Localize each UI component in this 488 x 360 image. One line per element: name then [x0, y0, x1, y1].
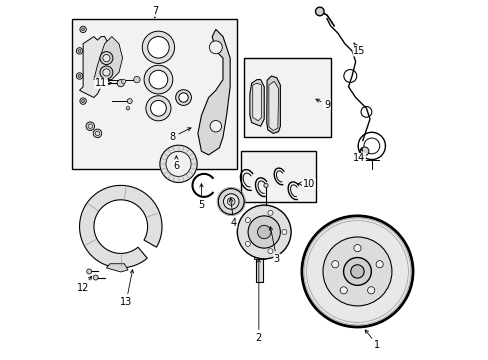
Bar [241, 151, 316, 202]
Circle shape [133, 76, 140, 83]
Circle shape [227, 198, 235, 206]
Circle shape [257, 225, 270, 239]
Circle shape [343, 257, 370, 285]
Circle shape [150, 100, 166, 116]
Circle shape [247, 216, 280, 248]
Circle shape [353, 244, 360, 252]
Circle shape [93, 275, 98, 280]
Circle shape [223, 194, 239, 209]
Circle shape [76, 73, 82, 79]
Circle shape [100, 66, 113, 79]
Circle shape [160, 145, 197, 183]
Polygon shape [252, 83, 261, 121]
Circle shape [117, 80, 124, 87]
Circle shape [245, 241, 250, 246]
Text: 7: 7 [151, 6, 158, 18]
Circle shape [245, 218, 250, 222]
Circle shape [86, 269, 92, 274]
Polygon shape [198, 30, 230, 155]
Text: 9: 9 [315, 99, 329, 110]
Circle shape [331, 261, 338, 268]
Polygon shape [106, 264, 128, 272]
Circle shape [165, 151, 191, 176]
Circle shape [126, 107, 129, 110]
Circle shape [78, 75, 81, 77]
Circle shape [142, 31, 174, 63]
Circle shape [121, 79, 125, 84]
Circle shape [350, 265, 364, 278]
Text: 5: 5 [198, 184, 204, 210]
Text: 14: 14 [352, 148, 365, 163]
Circle shape [210, 121, 221, 132]
Circle shape [93, 129, 102, 138]
Circle shape [88, 124, 92, 129]
Text: 8: 8 [169, 128, 191, 142]
Circle shape [102, 69, 110, 76]
Polygon shape [94, 37, 122, 80]
Circle shape [80, 98, 86, 104]
Circle shape [375, 261, 383, 268]
Circle shape [340, 287, 346, 294]
Circle shape [80, 26, 86, 33]
Circle shape [360, 147, 368, 156]
Circle shape [175, 90, 191, 105]
Circle shape [264, 183, 267, 188]
Text: 13: 13 [120, 270, 133, 307]
Circle shape [81, 100, 84, 103]
Circle shape [102, 54, 110, 62]
Circle shape [78, 49, 81, 52]
Circle shape [209, 41, 222, 54]
Polygon shape [80, 185, 162, 268]
Circle shape [95, 131, 100, 135]
Polygon shape [266, 76, 280, 134]
Circle shape [149, 70, 167, 89]
Text: 4: 4 [229, 198, 236, 228]
Polygon shape [80, 37, 108, 98]
Circle shape [301, 216, 412, 327]
Circle shape [267, 210, 272, 215]
Bar [254, 253, 264, 259]
Bar [255, 255, 263, 282]
Text: 1: 1 [365, 330, 380, 350]
Text: 11: 11 [95, 78, 111, 88]
Circle shape [81, 28, 84, 31]
Text: 15: 15 [352, 43, 365, 56]
Bar [244, 58, 330, 137]
Text: 3: 3 [269, 227, 279, 264]
Polygon shape [249, 80, 264, 126]
Circle shape [127, 99, 132, 104]
Circle shape [367, 287, 374, 294]
Bar [72, 19, 237, 169]
Circle shape [323, 237, 391, 306]
Circle shape [86, 122, 94, 131]
Circle shape [218, 189, 244, 215]
Circle shape [267, 249, 272, 254]
Circle shape [145, 96, 171, 121]
Circle shape [237, 205, 290, 259]
Circle shape [315, 7, 324, 16]
Circle shape [144, 65, 172, 94]
Circle shape [147, 37, 169, 58]
Circle shape [179, 93, 188, 102]
Text: 10: 10 [298, 179, 315, 189]
Text: 6: 6 [173, 156, 179, 171]
Circle shape [76, 48, 82, 54]
Text: 2: 2 [255, 259, 262, 343]
Circle shape [100, 51, 113, 64]
Text: 12: 12 [77, 276, 91, 293]
Circle shape [281, 229, 286, 234]
Polygon shape [268, 81, 278, 131]
